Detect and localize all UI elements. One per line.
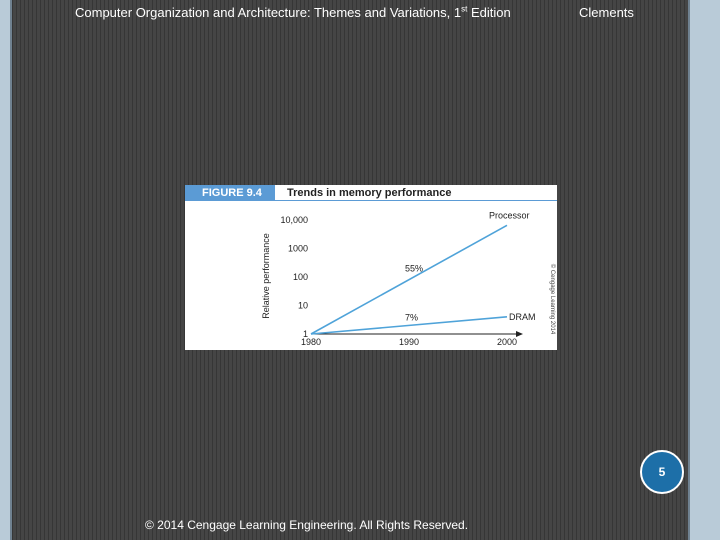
x-tick-label: 1990 (399, 337, 419, 347)
slide-number-badge: 5 (640, 450, 684, 494)
series-rate-label-dram: 7% (405, 312, 418, 322)
right-frame-line (688, 0, 690, 540)
header-title-tail: Edition (467, 5, 511, 20)
header-title-main: Computer Organization and Architecture: … (75, 5, 462, 20)
series-name-dram: DRAM (509, 312, 536, 322)
copyright-footer: © 2014 Cengage Learning Engineering. All… (145, 518, 469, 532)
slide-header-author: Clements (579, 5, 634, 20)
y-axis-label: Relative performance (261, 233, 271, 319)
memory-performance-chart: 1 10 100 1000 10,000 1980 1990 2000 Processor 5… (261, 210, 556, 347)
figure-credit: © Cengage Learning 2014 (549, 264, 556, 335)
figure-title: Trends in memory performance (287, 187, 452, 199)
y-tick-label: 10 (298, 301, 308, 311)
series-rate-label-processor: 55% (405, 264, 423, 274)
header-title-sup: st (461, 4, 468, 14)
series-line-dram (310, 316, 508, 335)
figure-panel: FIGURE 9.4 Trends in memory performance … (185, 185, 557, 350)
series-name-processor: Processor (489, 210, 530, 220)
slide-header-title: Computer Organization and Architecture: … (75, 5, 511, 20)
figure-title-rule (275, 200, 557, 201)
y-tick-label: 10,000 (280, 215, 308, 225)
x-axis-arrow (516, 331, 523, 337)
figure-tag: FIGURE 9.4 (185, 185, 275, 201)
left-frame-line (10, 0, 12, 540)
series-line-processor (310, 224, 508, 335)
right-frame-bar (690, 0, 720, 540)
y-tick-label: 1 (303, 329, 308, 339)
left-frame-bar (0, 0, 10, 540)
x-tick-label: 1980 (301, 337, 321, 347)
x-tick-label: 2000 (497, 337, 517, 347)
y-tick-label: 100 (293, 272, 308, 282)
y-tick-label: 1000 (288, 244, 308, 254)
